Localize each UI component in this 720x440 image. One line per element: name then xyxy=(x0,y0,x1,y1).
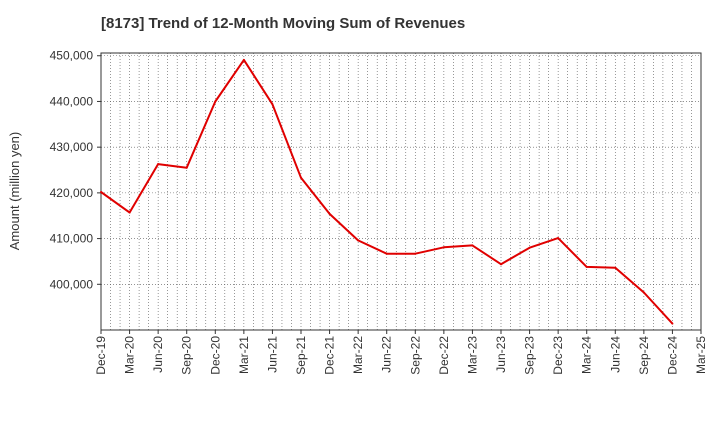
x-tick-label: Mar-20 xyxy=(123,336,137,374)
data-point xyxy=(585,265,588,268)
data-point xyxy=(242,58,245,61)
x-tick-label: Dec-20 xyxy=(208,336,222,375)
y-tick-label: 410,000 xyxy=(50,232,94,246)
y-tick-label: 450,000 xyxy=(50,49,94,63)
plot-area-border xyxy=(100,52,702,331)
series-layer xyxy=(100,58,674,325)
x-tick-label: Dec-24 xyxy=(665,336,679,375)
x-tick-label: Mar-23 xyxy=(465,336,479,374)
y-tick-label: 400,000 xyxy=(50,277,94,291)
data-point xyxy=(642,291,645,294)
data-point xyxy=(442,246,445,249)
x-tick-label: Sep-20 xyxy=(180,336,194,375)
y-axis-label: Amount (million yen) xyxy=(7,132,22,251)
x-tick-label: Sep-21 xyxy=(294,336,308,375)
data-point xyxy=(671,322,674,325)
data-point xyxy=(185,166,188,169)
data-point xyxy=(528,246,531,249)
x-tick-label: Jun-20 xyxy=(151,336,165,373)
y-tick-label: 430,000 xyxy=(50,140,94,154)
x-axis-ticks: Dec-19 Mar-20 Jun-20 Sep-20 Dec-20 Mar-21 Jun-… xyxy=(94,330,708,375)
data-point xyxy=(157,163,160,166)
x-tick-label: Dec-21 xyxy=(323,336,337,375)
x-tick-label: Dec-22 xyxy=(437,336,451,375)
data-point xyxy=(100,191,102,193)
x-tick-label: Jun-22 xyxy=(380,336,394,373)
chart-title: [8173] Trend of 12-Month Moving Sum of R… xyxy=(101,15,466,32)
x-tick-label: Mar-22 xyxy=(351,336,365,374)
data-point xyxy=(328,212,331,215)
x-tick-label: Jun-23 xyxy=(494,336,508,373)
y-axis-ticks: 400,000 410,000 420,000 430,000 440,000 450,0… xyxy=(50,49,101,291)
data-point xyxy=(300,176,302,179)
data-point xyxy=(614,266,617,269)
data-point xyxy=(271,103,274,106)
x-tick-label: Mar-21 xyxy=(237,336,251,374)
x-tick-label: Jun-21 xyxy=(265,336,279,373)
x-tick-label: Dec-23 xyxy=(551,336,565,375)
y-tick-label: 420,000 xyxy=(50,186,94,200)
x-tick-label: Dec-19 xyxy=(94,336,108,375)
data-point xyxy=(414,252,417,255)
data-point xyxy=(557,237,560,240)
x-tick-label: Sep-24 xyxy=(637,336,651,375)
data-point xyxy=(357,239,360,242)
data-point xyxy=(500,263,502,266)
grid-lines xyxy=(101,53,701,330)
x-tick-label: Jun-24 xyxy=(608,336,622,373)
data-point xyxy=(385,252,388,255)
x-tick-label: Sep-23 xyxy=(523,336,537,375)
x-tick-label: Sep-22 xyxy=(408,336,422,375)
data-point xyxy=(128,211,131,214)
x-tick-label: Mar-24 xyxy=(580,336,594,374)
x-tick-label: Mar-25 xyxy=(694,336,708,374)
data-point xyxy=(471,244,474,247)
data-point xyxy=(214,100,217,103)
y-tick-label: 440,000 xyxy=(50,94,94,108)
